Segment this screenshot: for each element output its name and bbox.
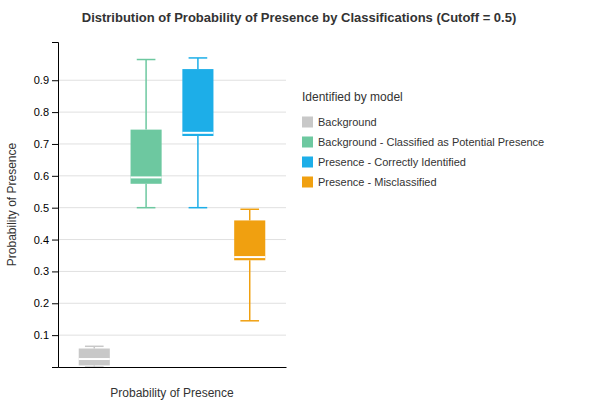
median bbox=[79, 358, 110, 360]
y-axis-title: Probability of Presence bbox=[5, 142, 19, 266]
whisker-low bbox=[197, 136, 199, 208]
legend-swatch bbox=[302, 157, 313, 168]
box-group bbox=[79, 346, 110, 367]
grid-line bbox=[58, 207, 286, 208]
y-tick-mark bbox=[52, 112, 58, 113]
y-tick-label: 0.4 bbox=[34, 234, 49, 246]
y-axis-line bbox=[52, 43, 59, 368]
y-tick-mark bbox=[52, 176, 58, 177]
grid-line bbox=[58, 143, 286, 144]
y-tick: 0.9 bbox=[34, 74, 58, 86]
y-tick-label: 0.3 bbox=[34, 265, 49, 277]
whisker-high bbox=[197, 58, 199, 69]
y-tick: 0.8 bbox=[34, 106, 58, 118]
whisker-high bbox=[249, 209, 251, 220]
grid-line bbox=[58, 303, 286, 304]
legend-label: Presence - Misclassified bbox=[318, 176, 437, 188]
box-group bbox=[131, 60, 162, 208]
box-group bbox=[182, 58, 213, 208]
box-group bbox=[234, 209, 265, 321]
y-tick-mark bbox=[52, 303, 58, 304]
y-tick-label: 0.1 bbox=[34, 329, 49, 341]
whisker-low bbox=[145, 184, 147, 208]
grid-line bbox=[58, 175, 286, 176]
legend-label: Presence - Correctly Identified bbox=[318, 156, 466, 168]
y-tick-mark bbox=[52, 144, 58, 145]
y-tick: 0.5 bbox=[34, 202, 58, 214]
legend-label: Background bbox=[318, 116, 377, 128]
y-tick-mark bbox=[52, 335, 58, 336]
legend-title: Identified by model bbox=[302, 90, 403, 104]
grid-line bbox=[58, 271, 286, 272]
legend-label: Background - Classified as Potential Pre… bbox=[318, 136, 544, 148]
plot: 0.1 0.2 0.3 0.4 0.5 0.6 0.7 0.8 0.9 bbox=[34, 43, 287, 368]
legend-item: Background - Classified as Potential Pre… bbox=[302, 136, 544, 148]
y-tick: 0.6 bbox=[34, 170, 58, 182]
grid bbox=[58, 80, 286, 335]
boxes bbox=[79, 58, 266, 367]
legend-item: Presence - Misclassified bbox=[302, 176, 437, 188]
y-tick-label: 0.8 bbox=[34, 106, 49, 118]
legend: Identified by model Background Background … bbox=[302, 90, 544, 189]
y-tick-mark bbox=[52, 240, 58, 241]
y-tick-mark bbox=[52, 271, 58, 272]
whisker-cap-low bbox=[240, 320, 259, 322]
y-tick-label: 0.2 bbox=[34, 297, 49, 309]
y-tick-mark bbox=[52, 208, 58, 209]
whisker-cap-high bbox=[137, 59, 156, 61]
whisker-high bbox=[145, 60, 147, 130]
y-tick-mark bbox=[52, 80, 58, 81]
y-tick: 0.7 bbox=[34, 138, 58, 150]
y-tick: 0.2 bbox=[34, 297, 58, 309]
y-tick-label: 0.6 bbox=[34, 170, 49, 182]
box bbox=[182, 69, 213, 136]
whisker-cap-high bbox=[85, 346, 104, 348]
box bbox=[234, 220, 265, 260]
legend-swatch bbox=[302, 117, 313, 128]
whisker-cap-high bbox=[240, 209, 259, 211]
x-axis-line bbox=[59, 367, 287, 368]
legend-item: Background bbox=[302, 116, 377, 128]
whisker-cap-low bbox=[85, 366, 104, 367]
y-axis: 0.1 0.2 0.3 0.4 0.5 0.6 0.7 0.8 0.9 bbox=[34, 43, 59, 368]
legend-swatch bbox=[302, 137, 313, 148]
grid-line bbox=[58, 335, 286, 336]
box bbox=[131, 130, 162, 184]
y-tick: 0.4 bbox=[34, 234, 58, 246]
median bbox=[131, 176, 162, 178]
x-axis-title: Probability of Presence bbox=[110, 386, 234, 400]
grid-line bbox=[58, 80, 286, 81]
grid-line bbox=[58, 112, 286, 113]
y-tick: 0.3 bbox=[34, 265, 58, 277]
whisker-cap-low bbox=[189, 207, 208, 209]
chart: 0.1 0.2 0.3 0.4 0.5 0.6 0.7 0.8 0.9 Distribution … bbox=[0, 0, 598, 411]
x-axis bbox=[59, 367, 287, 368]
box bbox=[79, 349, 110, 366]
y-tick-label: 0.9 bbox=[34, 74, 49, 86]
median bbox=[182, 132, 213, 134]
y-tick-label: 0.7 bbox=[34, 138, 49, 150]
whisker-cap-high bbox=[189, 57, 208, 59]
legend-item: Presence - Correctly Identified bbox=[302, 156, 466, 168]
title: Distribution of Probability of Presence … bbox=[82, 10, 516, 25]
y-tick: 0.1 bbox=[34, 329, 58, 341]
whisker-low bbox=[249, 260, 251, 321]
whisker-cap-low bbox=[137, 207, 156, 209]
median bbox=[234, 256, 265, 258]
legend-swatch bbox=[302, 177, 313, 188]
y-tick-label: 0.5 bbox=[34, 202, 49, 214]
